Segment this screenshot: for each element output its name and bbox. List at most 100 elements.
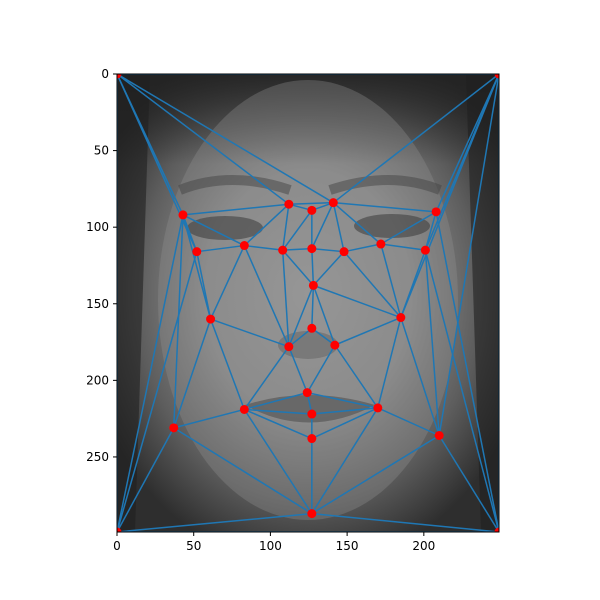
triangulation-edge — [343, 251, 402, 319]
triangulation-edge — [311, 285, 315, 329]
triangulation-edge — [173, 318, 212, 429]
landmark-point — [308, 280, 318, 290]
triangulation-edge — [210, 318, 290, 348]
triangulation-edge — [288, 285, 315, 347]
triangulation-edge — [334, 344, 379, 409]
triangulation-edge — [244, 408, 312, 415]
triangulation-edge — [311, 247, 345, 253]
triangulation-edge — [343, 243, 382, 253]
triangulation-edge — [311, 407, 379, 440]
x-axis: 0 50 100 150 200 — [113, 532, 435, 553]
triangulation-edge — [307, 391, 378, 409]
triangulation-edge — [332, 202, 345, 252]
y-axis: 0 50 100 150 200 250 — [86, 67, 117, 464]
triangulation-edge — [332, 202, 382, 245]
triangulation-edge — [400, 249, 427, 318]
y-tick-label: 200 — [86, 373, 109, 387]
triangulation-edge — [173, 408, 245, 429]
landmark-point — [284, 342, 294, 352]
triangulation-edge — [424, 211, 437, 251]
triangulation-edge — [244, 244, 283, 251]
face-background-image — [117, 74, 499, 532]
landmark-point — [434, 430, 444, 440]
triangulation-edge — [380, 243, 402, 318]
triangulation-edge — [196, 251, 212, 320]
triangulation-edge — [209, 318, 246, 410]
triangulation-edge — [243, 346, 290, 410]
triangulation-edge — [196, 244, 245, 253]
triangulation-edge — [333, 201, 437, 213]
triangulation-edge — [243, 245, 290, 347]
triangulation-edge — [400, 74, 499, 318]
triangulation-edge — [424, 249, 499, 532]
triangulation-edge — [117, 512, 312, 532]
landmark-point — [169, 423, 179, 433]
triangulation-edge — [306, 344, 336, 393]
landmark-point — [339, 247, 349, 257]
y-tick-label: 50 — [94, 144, 109, 158]
triangulation-edge — [424, 250, 440, 436]
landmark-point — [239, 404, 249, 414]
landmark-point — [376, 239, 386, 249]
x-tick-label: 50 — [186, 539, 201, 553]
triangulation-edge — [332, 74, 499, 204]
axes-frame — [116, 73, 500, 533]
triangulation-edge — [281, 204, 290, 251]
landmark-point — [396, 313, 406, 323]
landmark-point — [278, 245, 288, 255]
triangulation-edge — [288, 327, 313, 348]
triangulation-edge — [312, 251, 345, 286]
triangulation-edge — [312, 285, 336, 346]
triangulation-edge — [173, 427, 313, 515]
triangulation-edge — [244, 408, 313, 440]
landmark-point — [284, 199, 294, 209]
triangulation-edge — [117, 74, 198, 252]
landmark-point — [431, 207, 441, 217]
triangulation-edge — [117, 251, 198, 532]
triangulation-edge — [311, 327, 336, 346]
triangulation-edge — [288, 346, 308, 393]
y-tick-label: 250 — [86, 450, 109, 464]
landmark-point — [117, 527, 122, 532]
landmark-point — [192, 247, 202, 257]
landmark-point — [307, 244, 317, 254]
triangulation-edge — [334, 316, 402, 346]
plot-area — [117, 74, 499, 532]
triangulation-edge — [380, 243, 426, 251]
triangulation-edge — [311, 434, 440, 515]
triangulation-edge — [244, 391, 308, 411]
triangulation-edge — [311, 248, 315, 286]
landmark-point — [307, 509, 317, 519]
triangulation-edge — [243, 409, 313, 515]
landmark-point — [307, 205, 317, 215]
landmark-point — [178, 210, 188, 220]
y-tick-label: 0 — [101, 67, 109, 81]
triangulation-edge — [311, 202, 334, 249]
triangulation-edge — [117, 74, 334, 204]
landmark-point — [307, 323, 317, 333]
landmark-point — [330, 340, 340, 350]
triangulation-edges — [117, 74, 499, 532]
x-tick-label: 100 — [259, 539, 282, 553]
triangulation-edge — [438, 74, 499, 436]
triangulation-edge — [400, 317, 440, 436]
triangulation-edge — [435, 74, 499, 213]
triangulation-edge — [380, 211, 437, 245]
y-tick-label: 150 — [86, 297, 109, 311]
x-tick-label: 0 — [113, 539, 121, 553]
landmark-point — [307, 434, 317, 444]
y-tick-label: 100 — [86, 220, 109, 234]
triangulation-edge — [311, 512, 499, 532]
triangulation-edge — [182, 203, 289, 216]
triangulation-edge — [377, 407, 440, 437]
x-tick-label: 150 — [336, 539, 359, 553]
triangulation-edge — [282, 249, 314, 286]
triangulation-edge — [282, 247, 312, 251]
landmark-point — [117, 74, 122, 79]
triangulation-edge — [117, 427, 175, 532]
triangulation-edge — [209, 245, 246, 320]
triangulation-edge — [438, 435, 499, 532]
triangulation-edge — [173, 214, 184, 428]
triangulation-edge — [182, 214, 212, 320]
triangulation-edge — [288, 201, 334, 205]
